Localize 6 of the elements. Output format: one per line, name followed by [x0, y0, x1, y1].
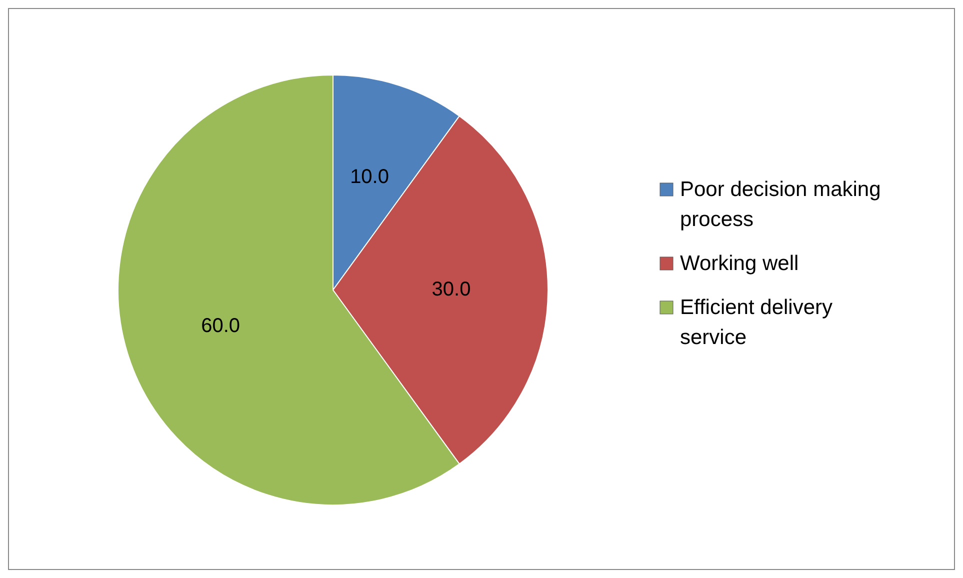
legend-label: Working well [680, 252, 799, 275]
legend-label: Efficient delivery service [680, 296, 834, 349]
data-label: 30.0 [432, 278, 471, 300]
legend-label: Poor decision making process [680, 178, 881, 231]
data-label: 60.0 [201, 314, 240, 337]
data-label: 10.0 [350, 166, 390, 188]
